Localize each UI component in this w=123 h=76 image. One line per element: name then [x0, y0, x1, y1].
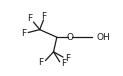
Text: F: F	[21, 29, 26, 38]
Text: F: F	[38, 58, 44, 67]
Text: F: F	[65, 54, 70, 63]
Text: F: F	[41, 12, 46, 21]
Text: F: F	[61, 59, 66, 68]
Text: F: F	[28, 14, 33, 23]
Text: OH: OH	[97, 33, 111, 42]
Text: O: O	[67, 33, 74, 42]
